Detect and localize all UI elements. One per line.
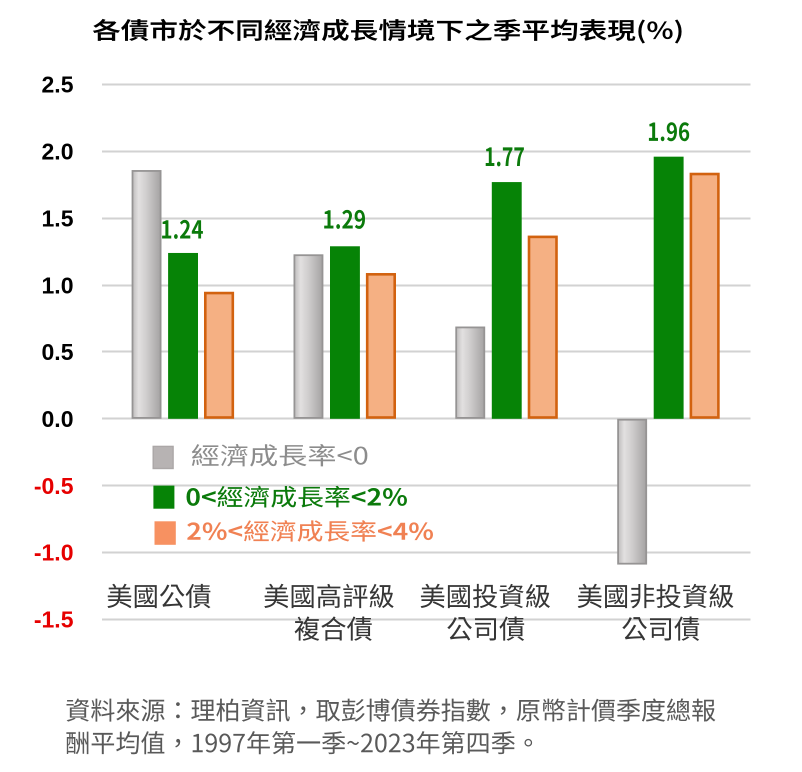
svg-text:1.0: 1.0: [42, 272, 74, 298]
svg-text:-1.0: -1.0: [34, 540, 74, 566]
svg-text:0.5: 0.5: [42, 339, 74, 365]
svg-text:1.5: 1.5: [42, 205, 74, 231]
svg-text:2.0: 2.0: [42, 139, 74, 165]
svg-text:-1.5: -1.5: [34, 607, 74, 633]
svg-text:2.5: 2.5: [42, 72, 74, 98]
svg-text:-0.5: -0.5: [34, 473, 74, 499]
svg-text:0.0: 0.0: [42, 406, 74, 432]
